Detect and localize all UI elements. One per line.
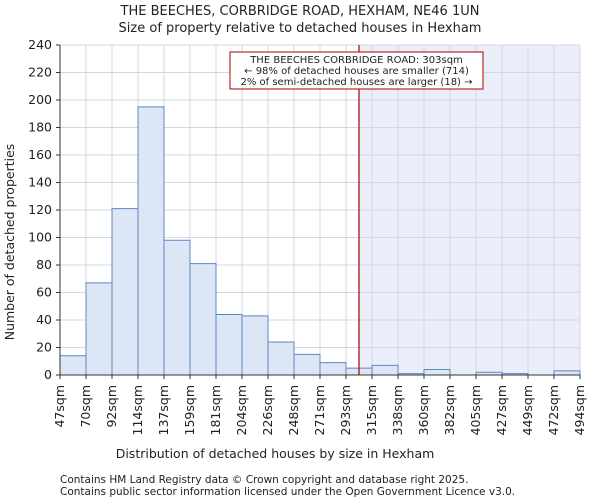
marker-layer: THE BEECHES CORBRIDGE ROAD: 303sqm← 98% … [229, 45, 484, 375]
bar-159sqm [189, 263, 217, 376]
x-tick-label-204sqm: 204sqm [234, 385, 249, 435]
annotation-larger: 2% of semi-detached houses are larger (1… [240, 77, 472, 88]
x-tick-label-360sqm: 360sqm [416, 385, 431, 435]
x-tick-label-248sqm: 248sqm [286, 385, 301, 435]
annotation-smaller: ← 98% of detached houses are smaller (71… [244, 66, 469, 77]
footer-line-1: Contains HM Land Registry data © Crown c… [60, 474, 468, 486]
y-tick-label: 180 [28, 120, 52, 135]
bar-226sqm [267, 341, 295, 376]
annotation-title: THE BEECHES CORBRIDGE ROAD: 303sqm [249, 55, 463, 66]
x-tick-label-114sqm: 114sqm [130, 385, 145, 435]
y-tick-label: 140 [28, 175, 52, 190]
bar-204sqm [241, 315, 269, 376]
y-tick-label: 100 [28, 230, 52, 245]
bar-360sqm [423, 369, 451, 376]
bar-137sqm [163, 239, 191, 376]
y-tick-label: 160 [28, 147, 52, 162]
y-tick-label: 240 [28, 37, 52, 52]
bar-472sqm [553, 370, 581, 376]
chart-title: THE BEECHES, CORBRIDGE ROAD, HEXHAM, NE4… [120, 4, 480, 19]
x-tick-label-472sqm: 472sqm [546, 385, 561, 435]
x-tick-label-70sqm: 70sqm [78, 385, 93, 428]
y-tick-label: 200 [28, 92, 52, 107]
x-tick-label-427sqm: 427sqm [494, 385, 509, 435]
bar-114sqm [137, 106, 165, 376]
x-tick-label-271sqm: 271sqm [312, 385, 327, 435]
x-tick-label-159sqm: 159sqm [182, 385, 197, 435]
x-tick-label-315sqm: 315sqm [364, 385, 379, 435]
x-tick-label-338sqm: 338sqm [390, 385, 405, 435]
bar-248sqm [293, 353, 321, 376]
bar-271sqm [319, 362, 347, 376]
y-tick-label: 60 [36, 285, 52, 300]
bar-47sqm [59, 355, 87, 376]
bar-181sqm [215, 314, 243, 376]
x-tick-label-494sqm: 494sqm [572, 385, 587, 435]
x-tick-label-226sqm: 226sqm [260, 385, 275, 435]
y-tick-label: 40 [36, 312, 52, 327]
x-axis-title: Distribution of detached houses by size … [116, 446, 435, 461]
y-tick-label: 80 [36, 257, 52, 272]
x-tick-label-137sqm: 137sqm [156, 385, 171, 435]
x-tick-label-92sqm: 92sqm [104, 385, 119, 428]
y-tick-label: 120 [28, 202, 52, 217]
footer-line-2: Contains public sector information licen… [60, 486, 515, 498]
annotation-box [229, 51, 484, 90]
chart-subtitle: Size of property relative to detached ho… [119, 21, 482, 36]
x-tick-label-405sqm: 405sqm [468, 385, 483, 435]
bar-315sqm [371, 364, 399, 376]
y-tick-label: 0 [44, 367, 52, 382]
y-tick-label: 20 [36, 340, 52, 355]
x-tick-label-382sqm: 382sqm [442, 385, 457, 435]
x-tick-labels: 47sqm 70sqm 92sqm 114sqm 137sqm 159sqm 181sqm 2… [52, 375, 587, 435]
y-tick-label: 220 [28, 65, 52, 80]
x-tick-label-181sqm: 181sqm [208, 385, 223, 435]
y-tick-labels: 0 20 40 60 80 100 120 140 160 180 200 220 240 [28, 37, 60, 382]
x-tick-label-449sqm: 449sqm [520, 385, 535, 435]
y-axis-title: Number of detached properties [2, 144, 17, 341]
x-tick-label-47sqm: 47sqm [52, 385, 67, 428]
bar-70sqm [85, 282, 113, 376]
x-tick-label-293sqm: 293sqm [338, 385, 353, 435]
bar-92sqm [111, 208, 139, 376]
